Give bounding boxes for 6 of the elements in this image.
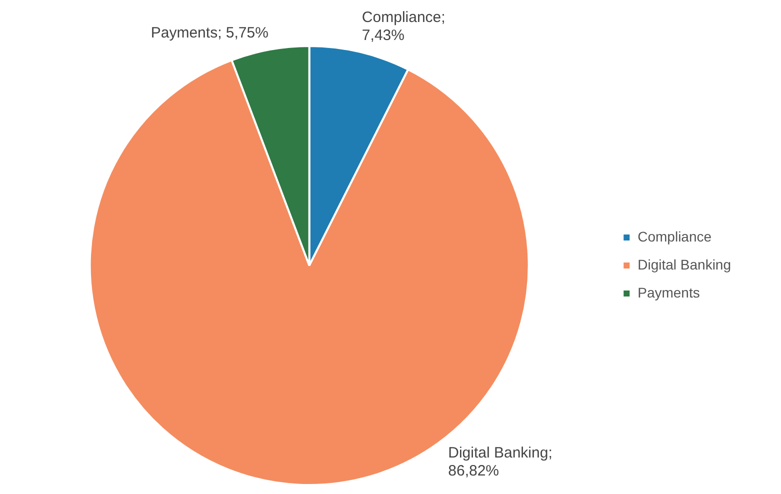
legend-label: Compliance [638, 228, 712, 244]
legend-label: Digital Banking [638, 256, 732, 272]
data-label: Payments; 5,75% [150, 24, 268, 42]
data-label: Compliance; 7,43% [362, 9, 446, 44]
legend-label: Payments [638, 284, 700, 300]
data-label: Digital Banking; 86,82% [448, 444, 552, 480]
